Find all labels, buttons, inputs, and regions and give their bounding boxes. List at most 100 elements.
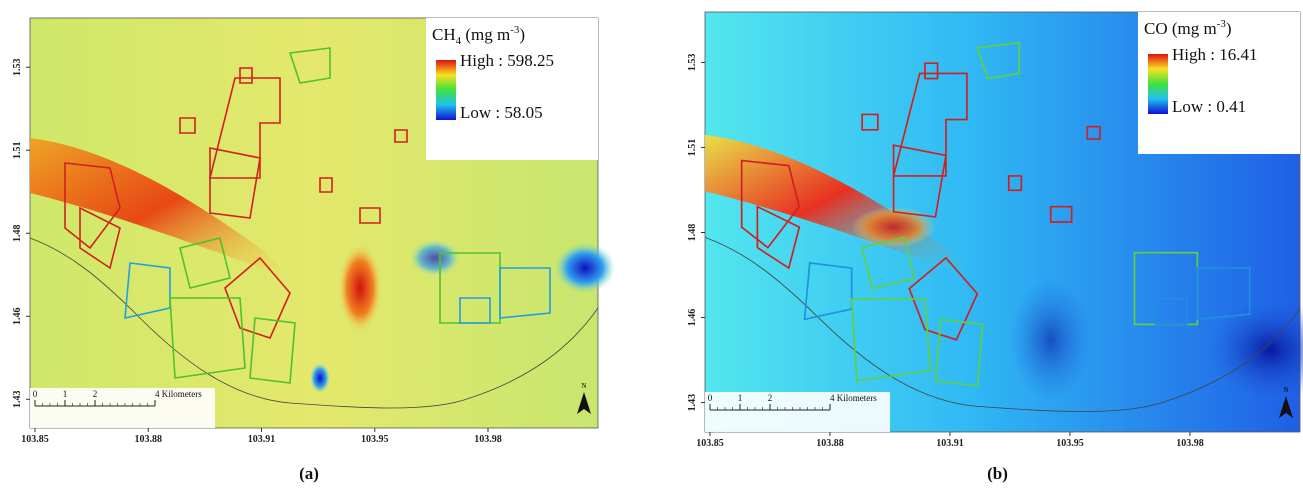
scale-bar-bg	[705, 392, 890, 432]
y-tick-label: 1.53	[687, 54, 698, 72]
scale-bar: 0 1 2 4 Kilometers	[30, 388, 215, 428]
area-outline	[459, 297, 491, 324]
low-spot	[310, 363, 330, 393]
y-tick-label: 1.46	[687, 309, 698, 327]
map-field	[704, 41, 1303, 412]
legend-low: Low : 0.41	[1172, 97, 1246, 116]
x-tick-label: 103.85	[21, 434, 49, 445]
map-field	[29, 47, 615, 409]
legend-low: Low : 58.05	[460, 103, 543, 122]
legend-title-part: )	[519, 25, 525, 44]
scale-label: 1	[738, 393, 743, 403]
area-outline	[1133, 251, 1199, 326]
y-tick-label: 1.51	[687, 139, 698, 157]
low-spot	[410, 240, 460, 276]
north-arrow	[577, 392, 591, 414]
area-outline	[861, 236, 916, 290]
north-label: N	[1283, 386, 1288, 394]
y-tick-label: 1.53	[12, 58, 23, 76]
legend-title-part: )	[1226, 19, 1232, 38]
x-tick-label: 103.88	[135, 434, 163, 445]
legend-title-part: -3	[1217, 18, 1227, 30]
scale-bar: 0 1 2 4 Kilometers	[705, 392, 890, 432]
area-outline	[79, 206, 121, 270]
area-outline	[1007, 175, 1023, 192]
area-outline	[924, 62, 939, 80]
coastline	[29, 237, 599, 409]
scale-bar-bg	[30, 388, 215, 428]
area-outline	[288, 47, 331, 84]
scale-label: 2	[768, 393, 773, 403]
area-outline	[1086, 125, 1101, 140]
area-outline	[179, 117, 196, 134]
scale-label: 2	[93, 389, 98, 399]
colorbar	[1148, 54, 1168, 114]
area-outline	[756, 205, 801, 270]
scale-label: 0	[708, 393, 713, 403]
area-outline	[64, 162, 121, 250]
x-tick-label: 103.91	[936, 438, 964, 449]
area-outline	[1049, 205, 1073, 223]
area-outline	[499, 267, 551, 319]
area-outline	[934, 318, 984, 387]
scale-label: 1	[63, 389, 68, 399]
low-spot	[555, 243, 615, 293]
map-panel: 103.85 103.88 103.91 103.95 103.98 1.43 1.46 1.…	[687, 11, 1303, 449]
area-outline	[359, 207, 381, 224]
area-outline	[892, 144, 947, 218]
legend-title-part: CO (mg m	[1144, 19, 1217, 38]
area-outline	[179, 237, 231, 289]
y-tick-label: 1.51	[12, 141, 23, 159]
y-tick-label: 1.46	[12, 308, 23, 326]
low-spot	[1207, 298, 1303, 402]
area-outline	[169, 297, 246, 379]
panel-label: (b)	[987, 464, 1008, 483]
y-tick-label: 1.48	[687, 224, 698, 242]
y-tick-label: 1.48	[12, 225, 23, 243]
scale-label: 4 Kilometers	[155, 389, 202, 399]
panel-label: (a)	[299, 464, 319, 483]
area-outline	[209, 147, 261, 219]
low-spot	[1008, 278, 1093, 402]
map-panel: 103.85 103.88 103.91 103.95 103.98 1.43 1.46 1.…	[12, 17, 615, 445]
x-tick-label: 103.88	[816, 438, 844, 449]
x-tick-label: 103.91	[248, 434, 276, 445]
x-tick-label: 103.95	[361, 434, 389, 445]
legend-title-part: -3	[510, 24, 520, 36]
x-tick-label: 103.98	[474, 434, 502, 445]
area-outline	[394, 129, 408, 143]
legend-title: CH4 (mg m-3)	[432, 24, 525, 47]
area-outline	[239, 67, 253, 84]
area-outline	[740, 159, 801, 249]
area-outline	[224, 256, 291, 339]
y-tick-label: 1.43	[12, 391, 23, 409]
area-outline	[319, 177, 333, 193]
coastline	[704, 236, 1301, 412]
scale-label: 4 Kilometers	[830, 393, 877, 403]
north-arrow	[1279, 396, 1293, 418]
x-tick-label: 103.98	[1176, 438, 1204, 449]
x-tick-label: 103.95	[1056, 438, 1084, 449]
area-outline	[249, 317, 296, 384]
north-label: N	[581, 382, 586, 390]
x-tick-label: 103.85	[696, 438, 724, 449]
legend-high: High : 16.41	[1172, 45, 1257, 64]
pollution-plume	[30, 138, 290, 278]
area-outline	[861, 113, 879, 131]
y-tick-label: 1.43	[687, 394, 698, 412]
area-outline	[976, 41, 1021, 80]
legend-high: High : 598.25	[460, 51, 554, 70]
area-outline	[439, 252, 501, 324]
legend-title-part: (mg m	[461, 25, 510, 44]
colorbar	[436, 60, 456, 120]
legend-title-part: 4	[456, 35, 462, 47]
area-outline	[908, 256, 979, 341]
legend-title-part: CH	[432, 25, 456, 44]
hotspot	[338, 243, 382, 333]
hotspot	[851, 206, 936, 248]
area-outline	[1196, 267, 1251, 321]
scale-label: 0	[33, 389, 38, 399]
area-outline	[850, 298, 932, 382]
area-outline	[1154, 298, 1188, 326]
